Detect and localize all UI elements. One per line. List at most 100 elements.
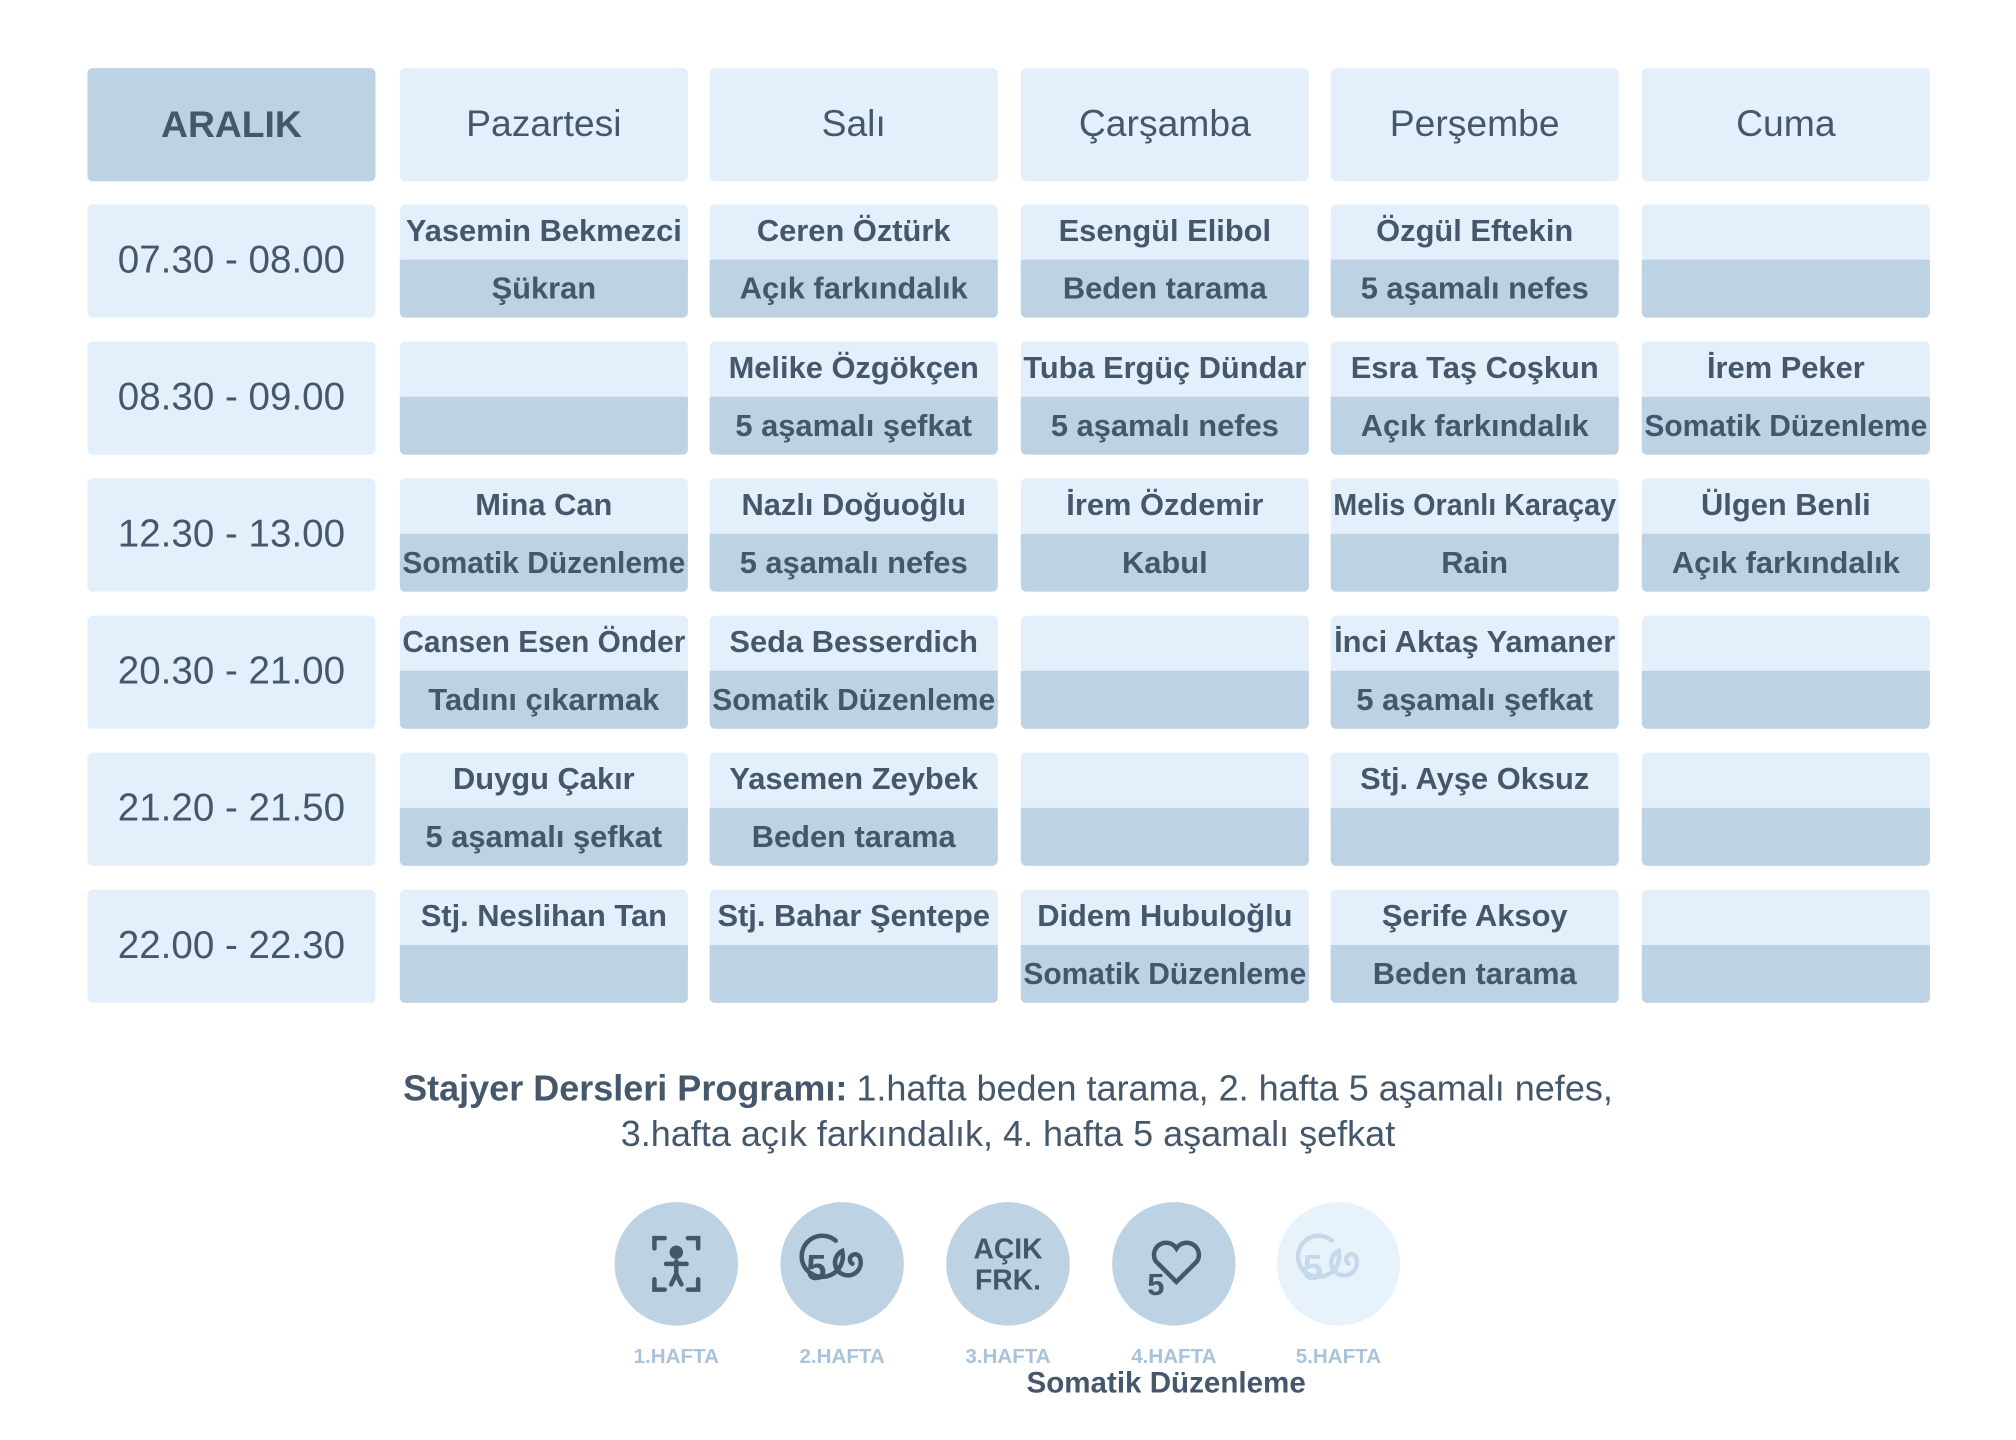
teacher-name: Tuba Ergüç Dündar [1023,350,1306,385]
day-label: Pazartesi [466,102,621,144]
teacher-name: Şerife Aksoy [1382,898,1568,933]
teacher-name: Melike Özgökçen [729,350,979,385]
practice-name: Kabul [1122,545,1208,580]
teacher-name: Ülgen Benli [1701,487,1871,522]
practice-name: Beden tarama [752,819,957,854]
cell-bottom [709,945,998,1003]
practice-name: Açık farkındalık [1361,408,1590,443]
teacher-name: Nazlı Doğuoğlu [741,487,965,522]
cell-bottom [1330,396,1619,455]
week-label: 1.HAFTA [634,1345,719,1368]
cell-bottom-edge [399,670,688,682]
practice-name: Rain [1441,545,1508,580]
cell-bottom-edge [709,259,998,270]
teacher-name: Özgül Eftekin [1376,213,1573,248]
cell-bottom [399,945,688,1003]
time-cell [87,752,376,866]
cell-bottom-edge [1330,945,1619,956]
teacher-name: Yasemin Bekmezci [406,213,682,248]
cell-bottom [709,807,998,866]
practice-name: Açık farkındalık [1672,545,1901,580]
icon-art [652,1235,701,1292]
program-text: 1.hafta beden tarama, 2. hafta 5 aşamalı… [856,1067,1613,1108]
day-header [1020,68,1309,182]
program-line-2: 3.hafta açık farkındalık, 4. hafta 5 aşa… [621,1113,1395,1154]
week-note: Somatik Düzenleme [1026,1367,1305,1400]
body [663,1259,689,1287]
practice-name: 5 aşamalı nefes [740,545,968,580]
day-label: Cuma [1736,102,1836,144]
teacher-name: Duygu Çakır [453,761,635,796]
cell-bottom-edge [1020,945,1309,956]
practice-name: Somatik Düzenleme [712,682,995,717]
week-icon [946,1202,1070,1326]
cell-bottom-edge [1330,807,1619,819]
cell-bottom [1020,533,1309,592]
cell-bottom [399,259,688,318]
teacher-name: Mina Can [475,487,612,522]
program-title: Stajyer Dersleri Programı: [403,1067,847,1108]
cell-bottom [709,670,998,729]
cell-bottom-edge [709,396,998,408]
cell-bottom [709,259,998,318]
cell-bottom [1330,259,1619,318]
cell-bottom-edge [1020,670,1309,682]
head [669,1245,684,1260]
cell-bottom [1330,807,1619,866]
cell-bottom-edge [1020,533,1309,545]
icon-text: 5 [1147,1267,1164,1302]
cell-bottom [399,670,688,729]
time-label: 21.20 - 21.50 [118,787,345,830]
cell-bottom-edge [399,533,688,545]
cell-bottom-edge [399,259,688,270]
teacher-name: Ceren Öztürk [757,213,952,248]
cell-bottom-edge [1330,670,1619,682]
icon-art [1151,1240,1202,1286]
practice-name: 5 aşamalı şefkat [1356,682,1593,717]
cell-bottom-edge [399,807,688,819]
week-label: 3.HAFTA [965,1345,1050,1368]
cell-bottom-edge [1020,396,1309,408]
time-label: 22.00 - 22.30 [118,924,345,967]
day-header [1330,68,1619,182]
time-cell [87,615,376,729]
cell-bottom-edge [1020,807,1309,819]
teacher-name: Stj. Neslihan Tan [421,898,667,933]
week-icon [1112,1202,1236,1326]
cell-bottom-edge [709,670,998,682]
day-header [709,68,998,182]
cell-bottom [709,533,998,592]
practice-name: Şükran [492,271,597,306]
teacher-name: İnci Aktaş Yamaner [1334,624,1615,659]
cell-bottom-edge [1330,259,1619,270]
cell-bottom [399,533,688,592]
cell-bottom [1020,396,1309,455]
cell-bottom-edge [709,945,998,956]
cell-bottom [1330,945,1619,1003]
week-label: 2.HAFTA [799,1345,884,1368]
cell-bottom-edge [709,533,998,545]
cell-bottom [709,396,998,455]
heart [1151,1240,1202,1286]
teacher-name: Stj. Ayşe Oksuz [1360,761,1589,796]
time-cell [87,889,376,1003]
teacher-name: Cansen Esen Önder [402,624,685,659]
practice-name: 5 aşamalı şefkat [426,819,663,854]
day-header [399,68,688,182]
icon-art [799,1233,863,1280]
cell-bottom [1330,533,1619,592]
frame [652,1235,701,1292]
cell-bottom-edge [1641,670,1930,682]
time-label: 12.30 - 13.00 [118,513,345,556]
teacher-name: İrem Özdemir [1066,487,1263,522]
teacher-name: Stj. Bahar Şentepe [717,898,990,933]
icon-art [1295,1233,1360,1280]
month-label: ARALIK [161,103,302,145]
time-cell [87,478,376,592]
cell-bottom-edge [1641,533,1930,545]
cell-bottom [1020,807,1309,866]
cell-bottom-edge [1020,259,1309,270]
icon-text: 5 [806,1247,826,1288]
time-cell [87,204,376,318]
